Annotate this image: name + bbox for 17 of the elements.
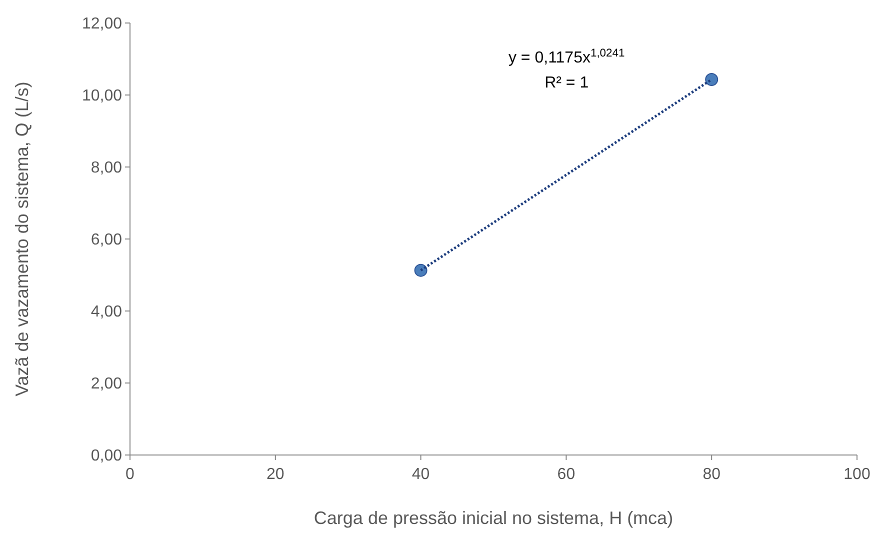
annotation: y = 0,1175x$^{1,0241}$ (508, 48, 625, 67)
annotation: R² = 1 (544, 74, 589, 92)
y-tick-label: 12,00 (82, 16, 122, 33)
x-tick-label: 60 (557, 466, 576, 483)
y-tick-label: 4,00 (90, 304, 122, 321)
x-tick-label: 0 (126, 466, 135, 483)
y-tick-label: 2,00 (90, 376, 122, 393)
x-tick-label: 40 (412, 466, 430, 483)
x-tick-label: 80 (702, 466, 721, 483)
y-tick-label: 10,00 (82, 88, 122, 105)
y-tick-label: 0,00 (90, 448, 122, 465)
y-tick-label: 6,00 (90, 232, 122, 249)
x-axis-title: Carga de pressão inicial no sistema, H (mca) (314, 508, 674, 528)
x-tick-label: 100 (844, 466, 870, 483)
y-axis-title: Vazã de vazamento do sistema, Q (L/s) (12, 82, 32, 396)
x-tick-label: 20 (266, 466, 284, 483)
y-tick-label: 8,00 (90, 160, 122, 177)
